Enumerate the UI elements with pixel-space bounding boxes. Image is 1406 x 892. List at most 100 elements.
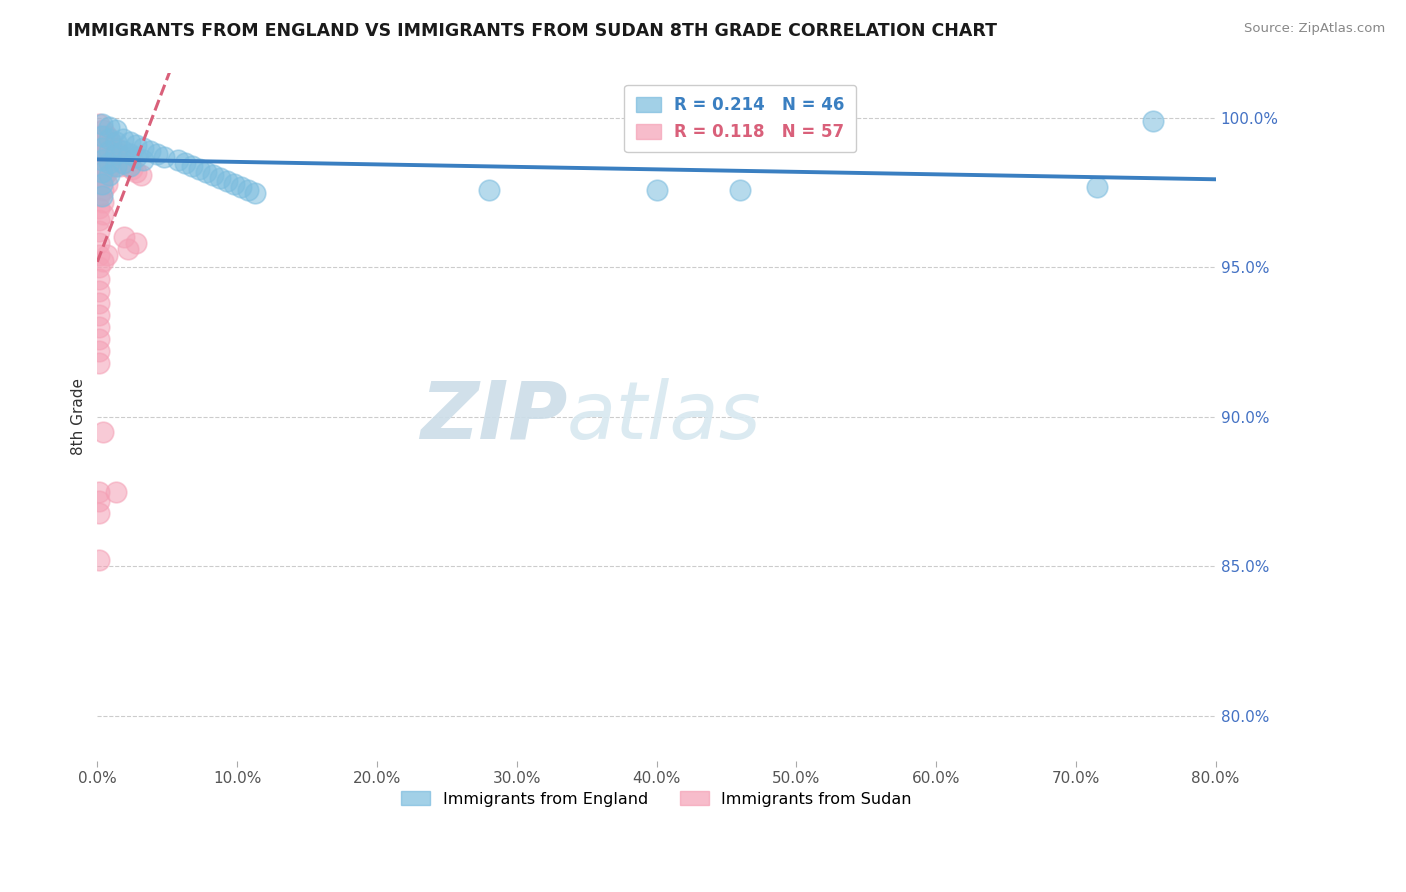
Point <box>97 168 120 182</box>
Point <box>129 168 152 182</box>
Point <box>125 236 148 251</box>
Point <box>87 553 110 567</box>
Point <box>132 141 155 155</box>
Point <box>224 177 246 191</box>
Point <box>111 144 134 158</box>
Point <box>97 144 120 158</box>
Point <box>104 123 127 137</box>
Point <box>87 344 110 359</box>
Point <box>117 243 139 257</box>
Point <box>100 159 122 173</box>
Point <box>87 320 110 334</box>
Point <box>104 153 127 167</box>
Point <box>108 146 131 161</box>
Point <box>132 153 155 167</box>
Point <box>478 183 501 197</box>
Point <box>87 260 110 275</box>
Point <box>91 146 114 161</box>
Point <box>87 212 110 227</box>
Point <box>153 150 176 164</box>
Point <box>87 296 110 310</box>
Point <box>87 201 110 215</box>
Point <box>146 146 169 161</box>
Point <box>111 132 134 146</box>
Text: atlas: atlas <box>567 378 762 456</box>
Point <box>195 164 218 178</box>
Point <box>117 159 139 173</box>
Point <box>645 183 668 197</box>
Y-axis label: 8th Grade: 8th Grade <box>72 378 86 455</box>
Point <box>188 161 211 176</box>
Point <box>87 484 110 499</box>
Point <box>97 155 120 169</box>
Point <box>87 141 110 155</box>
Point <box>202 168 225 182</box>
Point <box>118 135 141 149</box>
Point <box>87 308 110 322</box>
Point <box>87 332 110 346</box>
Point <box>139 144 162 158</box>
Text: IMMIGRANTS FROM ENGLAND VS IMMIGRANTS FROM SUDAN 8TH GRADE CORRELATION CHART: IMMIGRANTS FROM ENGLAND VS IMMIGRANTS FR… <box>67 22 997 40</box>
Point <box>90 153 112 167</box>
Point <box>125 137 148 152</box>
Point <box>91 194 114 209</box>
Point <box>118 146 141 161</box>
Point <box>90 164 112 178</box>
Point <box>87 493 110 508</box>
Point <box>87 177 110 191</box>
Point <box>87 188 110 202</box>
Point <box>91 183 114 197</box>
Point <box>125 164 148 178</box>
Point <box>231 179 253 194</box>
Point <box>90 141 112 155</box>
Point <box>104 146 127 161</box>
Point <box>108 159 131 173</box>
Point <box>181 159 204 173</box>
Point <box>96 248 118 262</box>
Point <box>91 254 114 268</box>
Point <box>91 170 114 185</box>
Point <box>91 159 114 173</box>
Point <box>87 356 110 370</box>
Point <box>245 186 267 200</box>
Point <box>91 206 114 220</box>
Text: Source: ZipAtlas.com: Source: ZipAtlas.com <box>1244 22 1385 36</box>
Point <box>87 164 110 178</box>
Point <box>90 128 112 143</box>
Point <box>87 272 110 286</box>
Point <box>104 159 127 173</box>
Point <box>91 135 114 149</box>
Point <box>121 161 143 176</box>
Point <box>125 150 148 164</box>
Point <box>87 153 110 167</box>
Point <box>730 183 752 197</box>
Point <box>167 153 190 167</box>
Point <box>1142 113 1164 128</box>
Legend: Immigrants from England, Immigrants from Sudan: Immigrants from England, Immigrants from… <box>394 783 920 814</box>
Point <box>87 506 110 520</box>
Point <box>104 141 127 155</box>
Point <box>174 155 197 169</box>
Point <box>90 117 112 131</box>
Point <box>118 159 141 173</box>
Point <box>87 224 110 238</box>
Point <box>100 146 122 161</box>
Point <box>90 177 112 191</box>
Point <box>91 123 114 137</box>
Point <box>104 484 127 499</box>
Point <box>100 135 122 149</box>
Point <box>96 128 118 143</box>
Point <box>87 236 110 251</box>
Point <box>96 164 118 178</box>
Point <box>97 132 120 146</box>
Point <box>209 170 232 185</box>
Point <box>87 117 110 131</box>
Text: ZIP: ZIP <box>419 378 567 456</box>
Point <box>112 230 135 244</box>
Point <box>96 177 118 191</box>
Point <box>96 153 118 167</box>
Point <box>1085 179 1108 194</box>
Point <box>104 135 127 149</box>
Point <box>112 153 135 167</box>
Point <box>90 188 112 202</box>
